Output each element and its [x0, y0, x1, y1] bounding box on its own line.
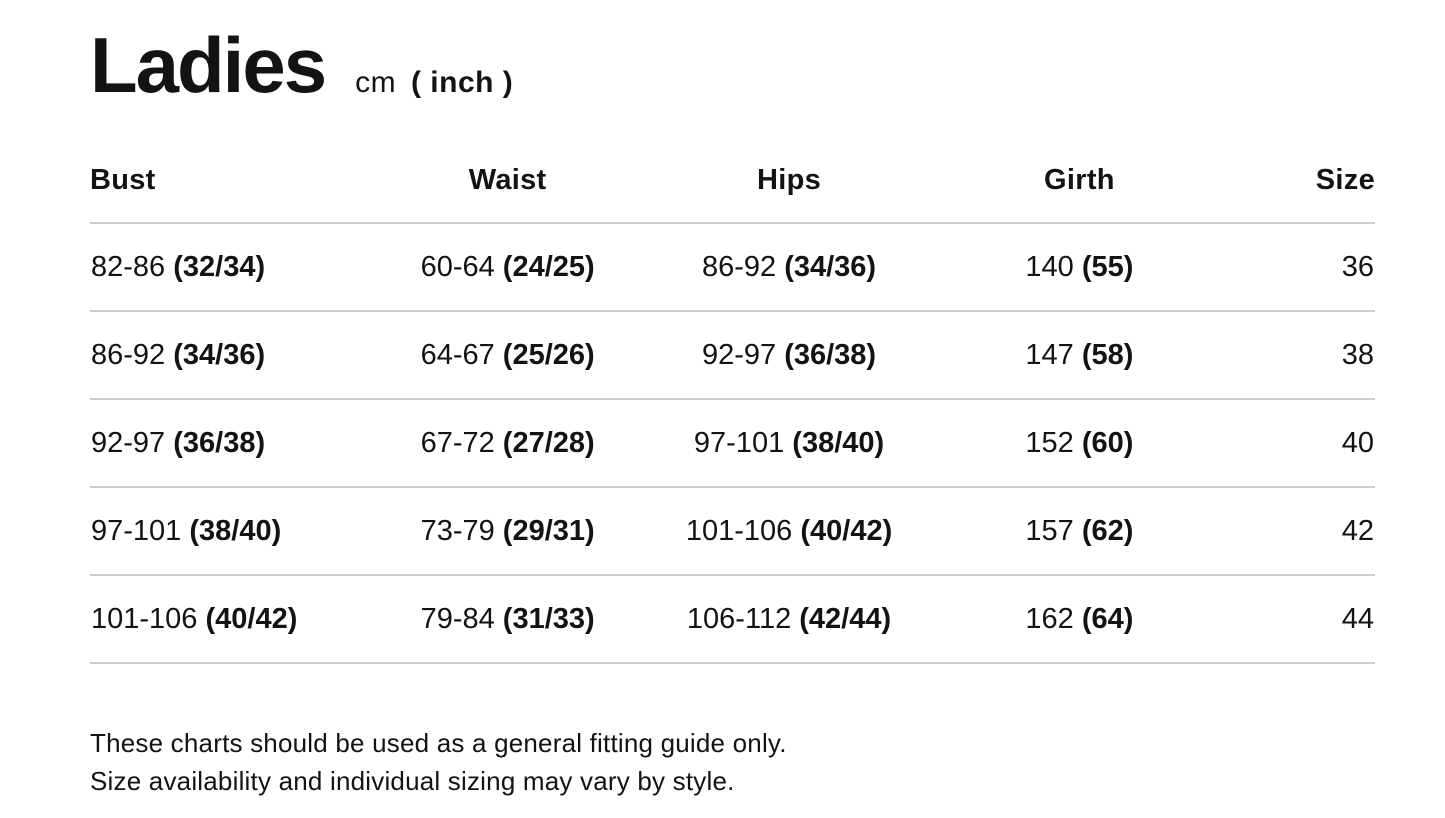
bust-cm-value: 82-86: [91, 250, 166, 283]
bust-inch-value: (38/40): [189, 514, 282, 547]
bust-cell: 86-92 (34/36): [90, 311, 347, 400]
size-value: 36: [1341, 250, 1374, 283]
girth-cm-value: 140: [1025, 250, 1074, 283]
column-header-waist: Waist: [347, 164, 669, 224]
hips-cm-value: 97-101: [693, 426, 785, 459]
girth-inch-value: (58): [1081, 338, 1134, 371]
bust-cm-value: 101-106: [91, 602, 198, 635]
waist-cell: 64-67 (25/26): [347, 311, 669, 400]
units-label: cm ( inch ): [355, 66, 513, 100]
hips-inch-value: (34/36): [784, 250, 877, 283]
bust-cell: 101-106 (40/42): [90, 575, 347, 664]
size-row: 101-106 (40/42) 79-84 (31/33) 106-112 (4…: [90, 575, 1375, 664]
units-inch: ( inch ): [410, 66, 514, 99]
hips-inch-value: (40/42): [800, 514, 893, 547]
bust-cm-value: 97-101: [91, 514, 182, 547]
size-cell: 40: [1249, 399, 1375, 488]
girth-cell: 162 (64): [909, 575, 1250, 664]
waist-cell: 67-72 (27/28): [347, 399, 669, 488]
waist-inch-value: (25/26): [502, 338, 595, 371]
size-chart-table: Bust Waist Hips Girth Size 82-86 (32/34)…: [90, 164, 1375, 664]
waist-cm-value: 67-72: [420, 426, 495, 459]
waist-inch-value: (27/28): [502, 426, 595, 459]
size-cell: 36: [1249, 223, 1375, 312]
size-cell: 38: [1249, 311, 1375, 400]
size-row: 97-101 (38/40) 73-79 (29/31) 101-106 (40…: [90, 487, 1375, 576]
hips-inch-value: (36/38): [784, 338, 877, 371]
title-row: Ladies cm ( inch ): [90, 26, 1375, 104]
bust-inch-value: (36/38): [173, 426, 266, 459]
bust-inch-value: (34/36): [173, 338, 266, 371]
bust-cell: 82-86 (32/34): [90, 223, 347, 312]
girth-cm-value: 147: [1025, 338, 1074, 371]
hips-cm-value: 106-112: [686, 602, 792, 635]
waist-inch-value: (29/31): [502, 514, 595, 547]
bust-cm-value: 86-92: [91, 338, 166, 371]
hips-cell: 86-92 (34/36): [668, 223, 910, 312]
girth-cm-value: 152: [1025, 426, 1074, 459]
size-cell: 44: [1249, 575, 1375, 664]
bust-inch-value: (32/34): [173, 250, 266, 283]
waist-cell: 60-64 (24/25): [347, 223, 669, 312]
waist-cm-value: 64-67: [420, 338, 495, 371]
bust-cell: 92-97 (36/38): [90, 399, 347, 488]
bust-inch-value: (40/42): [205, 602, 298, 635]
waist-cell: 79-84 (31/33): [347, 575, 669, 664]
hips-cell: 97-101 (38/40): [668, 399, 910, 488]
size-cell: 42: [1249, 487, 1375, 576]
size-row: 86-92 (34/36) 64-67 (25/26) 92-97 (36/38…: [90, 311, 1375, 400]
waist-cm-value: 73-79: [420, 514, 495, 547]
hips-cell: 106-112 (42/44): [668, 575, 910, 664]
hips-cm-value: 92-97: [701, 338, 777, 371]
girth-cell: 157 (62): [909, 487, 1250, 576]
waist-cell: 73-79 (29/31): [347, 487, 669, 576]
hips-cm-value: 86-92: [701, 250, 777, 283]
hips-cell: 101-106 (40/42): [668, 487, 910, 576]
size-value: 44: [1341, 602, 1374, 635]
column-header-girth: Girth: [909, 164, 1250, 224]
footer-note: These charts should be used as a general…: [90, 724, 1375, 800]
girth-cell: 152 (60): [909, 399, 1250, 488]
size-value: 42: [1341, 514, 1374, 547]
footer-note-line1: These charts should be used as a general…: [90, 728, 787, 758]
hips-cell: 92-97 (36/38): [668, 311, 910, 400]
bust-cell: 97-101 (38/40): [90, 487, 347, 576]
girth-inch-value: (62): [1081, 514, 1134, 547]
girth-inch-value: (64): [1081, 602, 1134, 635]
waist-cm-value: 60-64: [420, 250, 495, 283]
hips-inch-value: (42/44): [799, 602, 892, 635]
column-header-size: Size: [1249, 164, 1375, 224]
column-header-hips: Hips: [668, 164, 910, 224]
size-row: 82-86 (32/34) 60-64 (24/25) 86-92 (34/36…: [90, 223, 1375, 312]
girth-cell: 140 (55): [909, 223, 1250, 312]
girth-cm-value: 157: [1025, 514, 1074, 547]
size-value: 38: [1341, 338, 1374, 371]
waist-cm-value: 79-84: [420, 602, 495, 635]
girth-cm-value: 162: [1025, 602, 1074, 635]
header-row: Bust Waist Hips Girth Size: [90, 164, 1375, 224]
bust-cm-value: 92-97: [91, 426, 166, 459]
waist-inch-value: (31/33): [502, 602, 595, 635]
size-row: 92-97 (36/38) 67-72 (27/28) 97-101 (38/4…: [90, 399, 1375, 488]
waist-inch-value: (24/25): [502, 250, 595, 283]
girth-cell: 147 (58): [909, 311, 1250, 400]
column-header-bust: Bust: [90, 164, 347, 224]
hips-inch-value: (38/40): [792, 426, 885, 459]
size-value: 40: [1341, 426, 1374, 459]
footer-note-line2: Size availability and individual sizing …: [90, 766, 735, 796]
girth-inch-value: (60): [1081, 426, 1134, 459]
page-title: Ladies: [90, 21, 327, 109]
girth-inch-value: (55): [1081, 250, 1134, 283]
hips-cm-value: 101-106: [685, 514, 793, 547]
units-cm: cm: [355, 66, 397, 99]
